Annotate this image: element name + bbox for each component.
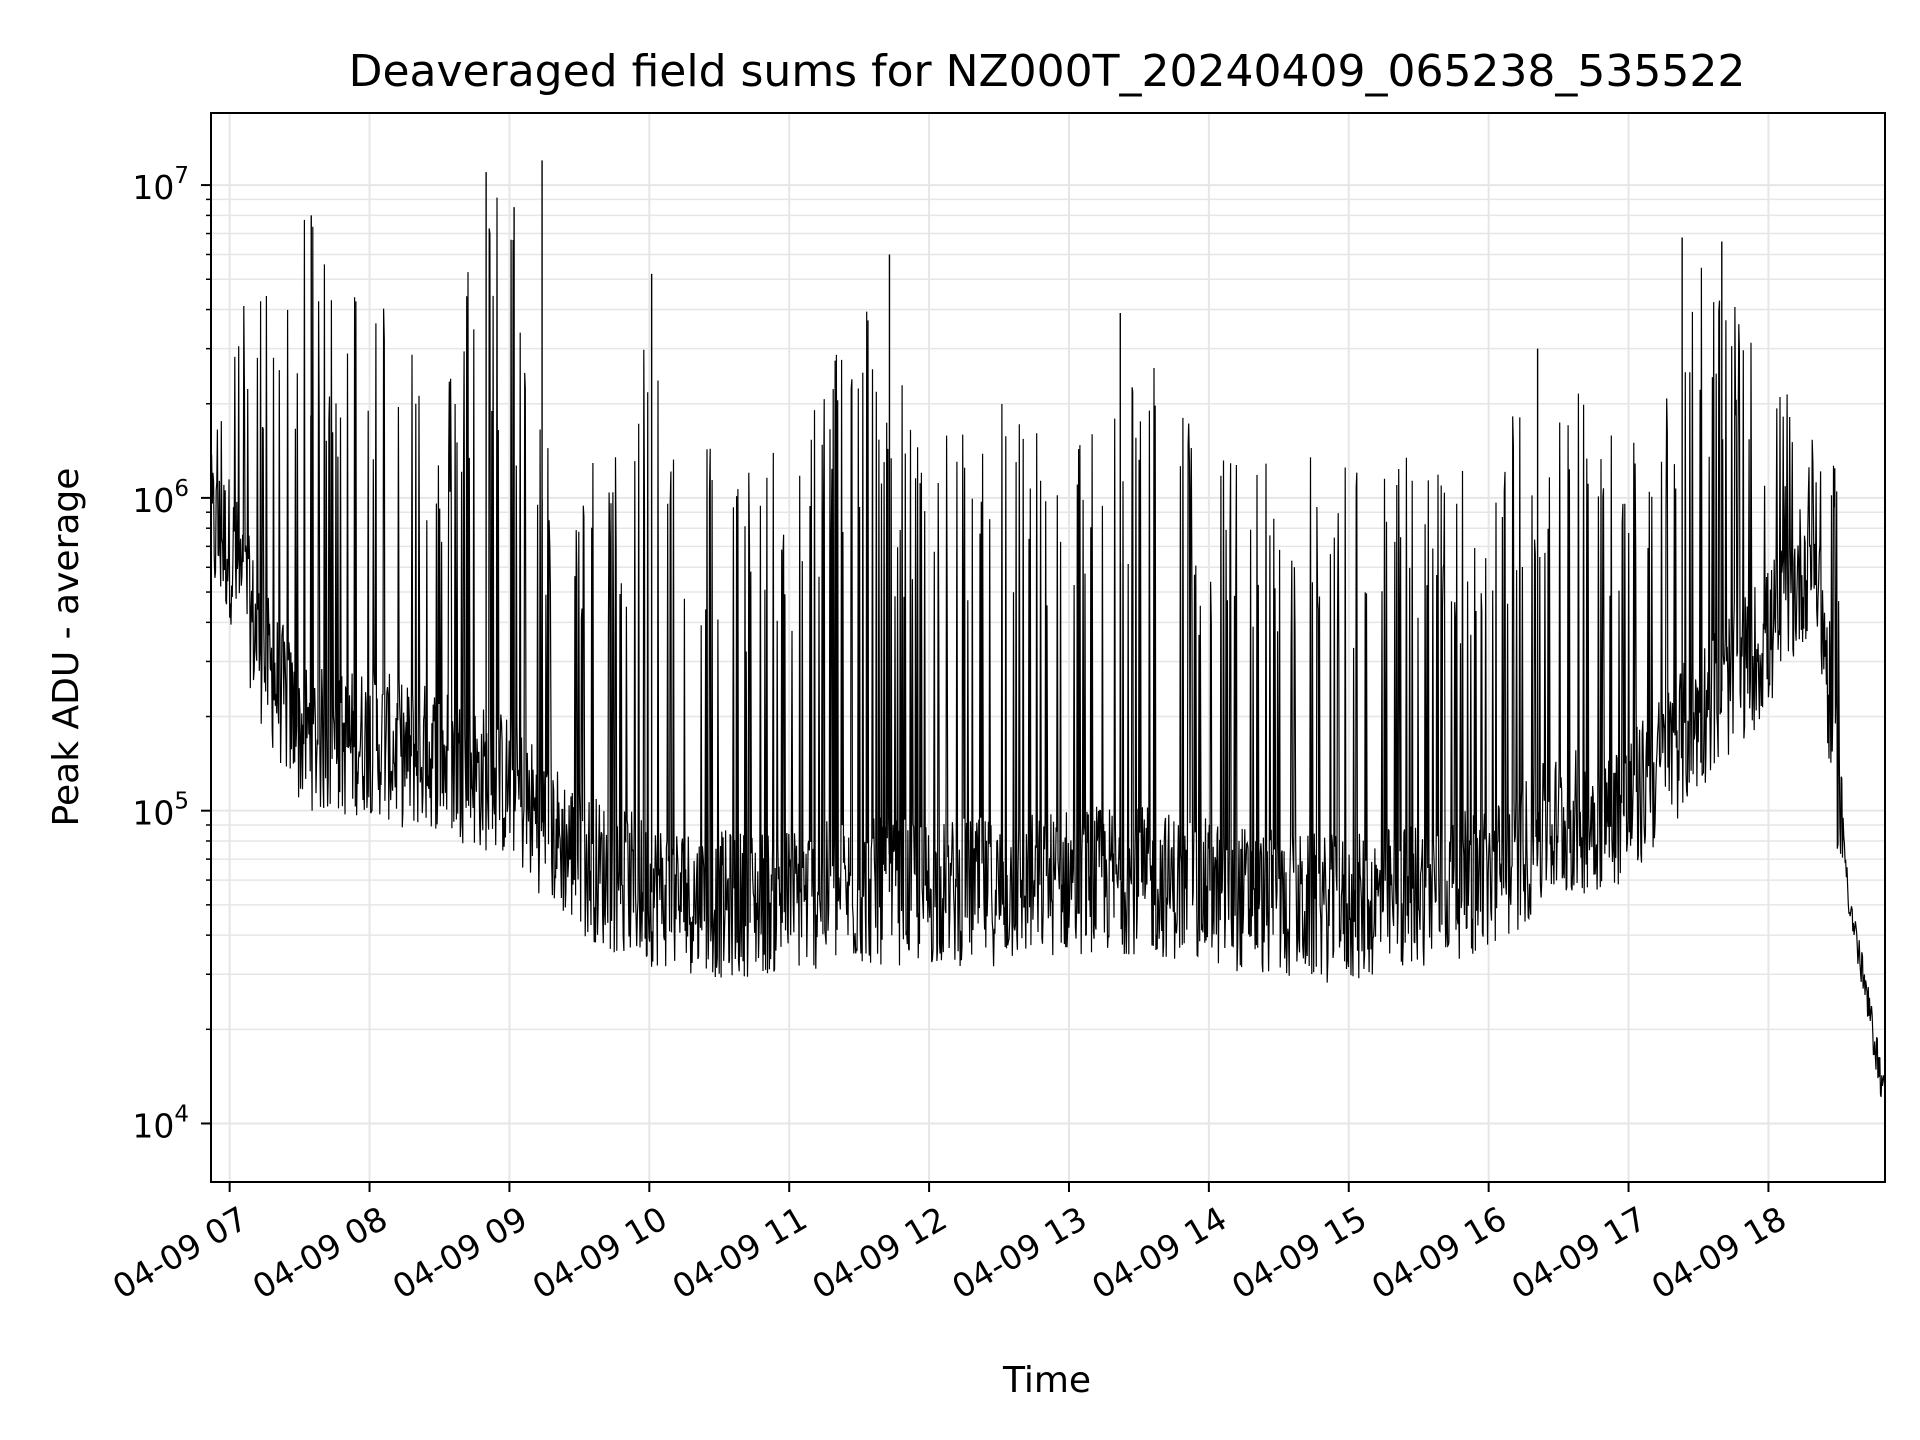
y-tick-label: 107 xyxy=(132,163,189,207)
series-line-path xyxy=(210,197,1886,1110)
series-line xyxy=(210,160,1886,1110)
y-tick-label: 106 xyxy=(132,476,189,520)
y-tick-label: 105 xyxy=(132,789,189,833)
x-axis-label: Time xyxy=(1002,1360,1091,1401)
chart-title: Deaveraged field sums for NZ000T_2024040… xyxy=(349,46,1746,97)
y-axis-label: Peak ADU - average xyxy=(46,468,87,827)
y-axis: 104 105 106 107 xyxy=(132,163,211,1145)
plot-frame xyxy=(210,112,1886,1183)
y-tick-label: 104 xyxy=(132,1101,189,1145)
